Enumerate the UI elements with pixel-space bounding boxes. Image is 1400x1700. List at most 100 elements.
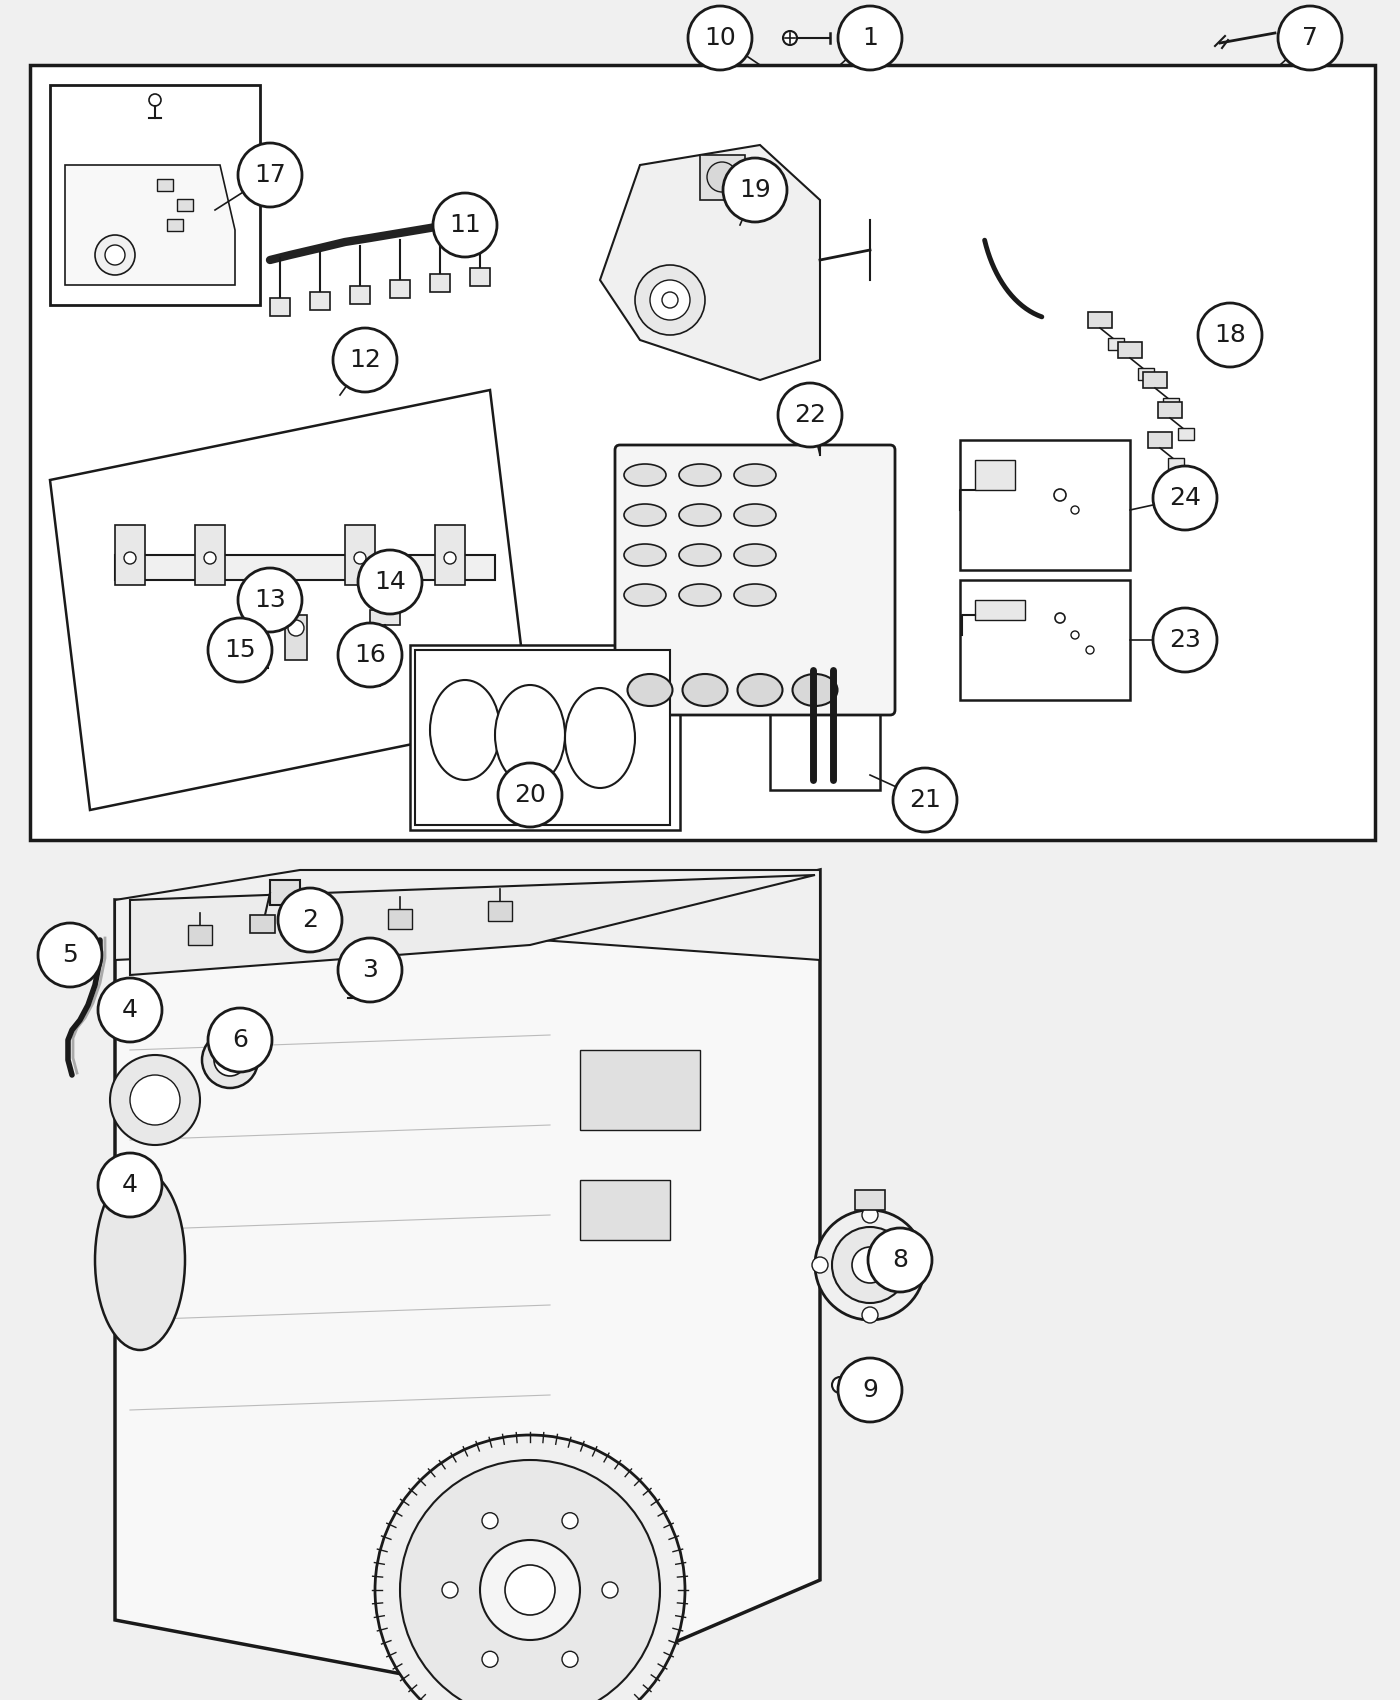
Text: 4: 4: [122, 1173, 139, 1197]
Circle shape: [354, 552, 365, 564]
Circle shape: [238, 143, 302, 207]
Bar: [195, 525, 225, 585]
Circle shape: [1056, 614, 1065, 622]
Bar: [1168, 457, 1184, 469]
Ellipse shape: [734, 464, 776, 486]
Text: 13: 13: [255, 588, 286, 612]
Circle shape: [1054, 490, 1065, 502]
Circle shape: [209, 1008, 272, 1073]
Circle shape: [98, 1153, 162, 1217]
Circle shape: [1086, 646, 1093, 654]
Bar: [1107, 338, 1124, 350]
Circle shape: [1154, 466, 1217, 530]
Text: 18: 18: [1214, 323, 1246, 347]
Bar: [167, 219, 183, 231]
Bar: [580, 1180, 671, 1239]
Text: 7: 7: [1302, 26, 1317, 49]
Circle shape: [141, 1180, 154, 1192]
Circle shape: [561, 1513, 578, 1528]
Bar: [288, 916, 312, 937]
Text: 8: 8: [892, 1248, 909, 1272]
Circle shape: [687, 7, 752, 70]
Circle shape: [38, 923, 102, 988]
Bar: [1177, 428, 1194, 440]
Bar: [700, 155, 745, 201]
Bar: [1088, 313, 1112, 328]
Circle shape: [238, 568, 302, 632]
Circle shape: [105, 245, 125, 265]
Circle shape: [480, 1540, 580, 1640]
Circle shape: [505, 1566, 554, 1615]
Circle shape: [1154, 609, 1217, 672]
Circle shape: [498, 763, 561, 826]
Circle shape: [214, 1044, 246, 1076]
Circle shape: [862, 1307, 878, 1323]
Circle shape: [337, 622, 402, 687]
Circle shape: [333, 328, 398, 393]
Circle shape: [783, 31, 797, 44]
Polygon shape: [130, 876, 815, 976]
Circle shape: [204, 552, 216, 564]
Ellipse shape: [496, 685, 566, 785]
Circle shape: [136, 1173, 160, 1197]
Bar: [344, 525, 375, 585]
Bar: [286, 615, 307, 660]
Bar: [115, 554, 496, 580]
Polygon shape: [64, 165, 235, 286]
Text: 5: 5: [62, 944, 78, 967]
Circle shape: [482, 1513, 498, 1528]
Circle shape: [1278, 7, 1343, 70]
Bar: [391, 280, 410, 297]
Text: 12: 12: [349, 348, 381, 372]
Bar: [855, 1190, 885, 1210]
Text: 16: 16: [354, 643, 386, 666]
Circle shape: [202, 1032, 258, 1088]
Bar: [350, 286, 370, 304]
Bar: [770, 649, 881, 790]
Circle shape: [839, 7, 902, 70]
Circle shape: [95, 235, 134, 275]
Text: 19: 19: [739, 178, 771, 202]
Text: 4: 4: [122, 998, 139, 1022]
Bar: [435, 525, 465, 585]
Circle shape: [148, 94, 161, 105]
Circle shape: [127, 1008, 153, 1032]
Bar: [960, 580, 1130, 700]
Text: 17: 17: [255, 163, 286, 187]
Ellipse shape: [679, 464, 721, 486]
Circle shape: [337, 938, 402, 1001]
Bar: [1138, 367, 1154, 381]
Circle shape: [839, 1358, 902, 1421]
Ellipse shape: [683, 673, 728, 706]
Circle shape: [1071, 631, 1079, 639]
Bar: [410, 644, 680, 830]
Polygon shape: [601, 144, 820, 381]
Text: 6: 6: [232, 1028, 248, 1052]
Bar: [1119, 342, 1142, 359]
Circle shape: [442, 1583, 458, 1598]
Bar: [188, 925, 211, 945]
Bar: [974, 461, 1015, 490]
Circle shape: [893, 768, 958, 831]
Text: 10: 10: [704, 26, 736, 49]
Ellipse shape: [566, 688, 636, 789]
Ellipse shape: [734, 544, 776, 566]
Circle shape: [253, 663, 263, 673]
Text: 15: 15: [224, 638, 256, 661]
Circle shape: [288, 620, 304, 636]
Circle shape: [561, 1651, 578, 1668]
Bar: [580, 1051, 700, 1130]
Circle shape: [349, 969, 361, 981]
Circle shape: [209, 619, 272, 682]
Text: 24: 24: [1169, 486, 1201, 510]
Circle shape: [400, 1460, 659, 1700]
Text: 14: 14: [374, 570, 406, 593]
Text: 1: 1: [862, 26, 878, 49]
Circle shape: [444, 552, 456, 564]
Circle shape: [375, 1435, 685, 1700]
Bar: [1163, 398, 1179, 410]
Circle shape: [482, 1651, 498, 1668]
Ellipse shape: [624, 464, 666, 486]
Ellipse shape: [624, 585, 666, 605]
Bar: [1148, 432, 1172, 449]
